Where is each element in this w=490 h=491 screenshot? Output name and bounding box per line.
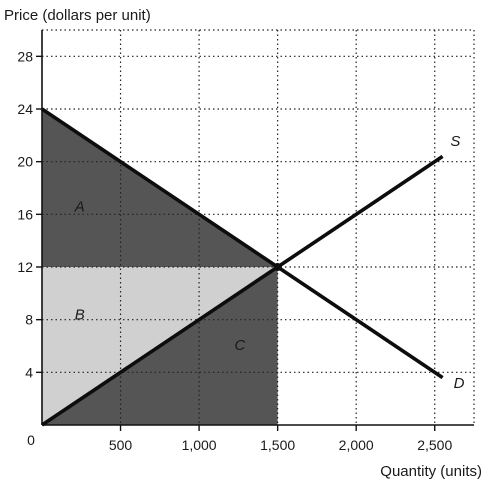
- axes: [41, 30, 474, 426]
- x-tick-label-2: 1,500: [260, 437, 295, 453]
- y-tick-label-4: 20: [17, 154, 33, 170]
- x-axis-title: Quantity (units): [380, 463, 482, 480]
- equilibrium-point: [273, 263, 282, 271]
- demand-curve: [40, 107, 444, 380]
- y-tick-label-6: 28: [17, 48, 33, 64]
- curves: [40, 107, 444, 427]
- region-label-c: C: [235, 337, 246, 354]
- region-label-a: A: [74, 199, 85, 216]
- demand-label: D: [454, 375, 465, 392]
- supply-curve: [40, 154, 444, 427]
- x-tick-label-4: 2,500: [417, 437, 452, 453]
- x-tick-label-0: 500: [109, 437, 133, 453]
- y-tick-label-0: 4: [25, 364, 33, 380]
- chart-labels: Price (dollars per unit) Quantity (units…: [4, 7, 482, 480]
- x-tick-label-3: 2,000: [339, 437, 374, 453]
- y-tick-label-5: 24: [17, 101, 33, 117]
- y-axis-title: Price (dollars per unit): [4, 7, 151, 24]
- origin-label: 0: [27, 432, 35, 448]
- x-tick-label-1: 1,000: [182, 437, 217, 453]
- region-label-b: B: [75, 307, 85, 324]
- y-tick-label-2: 12: [17, 259, 33, 275]
- y-tick-label-3: 16: [17, 206, 33, 222]
- supply-label: S: [450, 133, 460, 150]
- tick-marks: [36, 55, 436, 431]
- y-tick-label-1: 8: [25, 312, 33, 328]
- grid-lines: [42, 29, 475, 425]
